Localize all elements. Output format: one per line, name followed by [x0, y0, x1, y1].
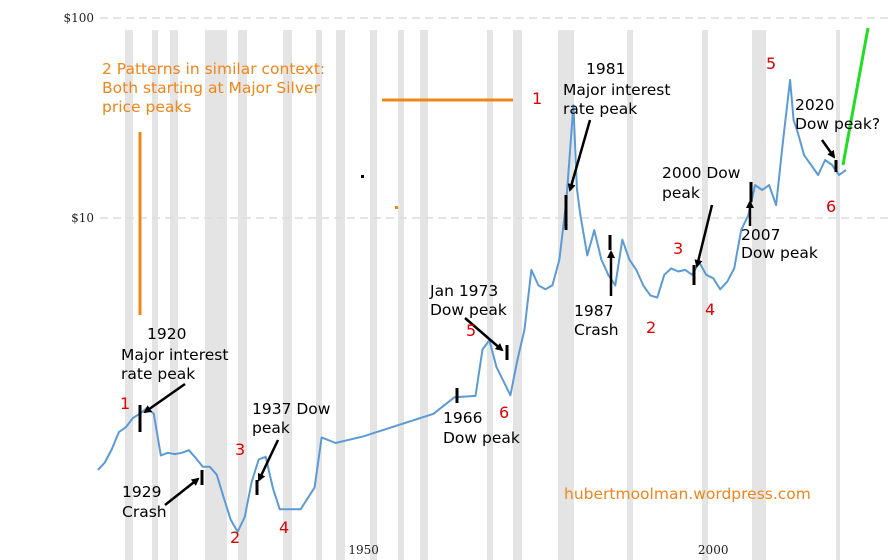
annotation: Dow peak?	[795, 115, 880, 133]
annotation: 1987	[574, 302, 613, 320]
annotation: Jan 1973	[429, 282, 498, 300]
annotation: 1937 Dow	[252, 400, 331, 418]
dot	[395, 206, 398, 209]
wave-label: 6	[826, 197, 836, 216]
arrows	[143, 119, 836, 506]
annotation: 2000 Dow	[662, 164, 741, 182]
annotation: Major interest	[121, 346, 228, 364]
annotation: 2020	[795, 96, 834, 114]
wave-label: 4	[705, 300, 715, 319]
y-tick-label: $100	[63, 11, 94, 25]
annotation: 1929	[122, 483, 161, 501]
annotation: Major interest	[563, 81, 670, 99]
x-tick-label: 2000	[698, 543, 729, 557]
wave-label: 6	[499, 403, 509, 422]
event-ticks	[138, 160, 838, 495]
wave-label: 3	[673, 239, 683, 258]
wave-label: 3	[235, 440, 245, 459]
annotation: Dow peak	[443, 429, 520, 447]
annotation: peak	[662, 184, 700, 202]
wave-label: 5	[766, 54, 776, 73]
annotation: 2007	[741, 226, 780, 244]
wave-label: 5	[466, 321, 476, 340]
wave-label: 4	[279, 518, 289, 537]
grid	[100, 17, 888, 219]
annotation: peak	[252, 419, 290, 437]
dot	[361, 175, 364, 178]
annotation: 1920	[147, 325, 186, 343]
wave-label: 1	[120, 394, 130, 413]
shaded-periods	[125, 30, 840, 560]
note: price peaks	[102, 98, 191, 116]
annotation: 1966	[443, 409, 482, 427]
annotation: rate peak	[121, 365, 195, 383]
note: Both starting at Major Silver	[102, 79, 321, 97]
x-tick-label: 1950	[348, 543, 379, 557]
wave-label: 1	[532, 89, 542, 108]
projection-line	[841, 27, 870, 166]
annotation: Crash	[574, 321, 619, 339]
annotation: rate peak	[563, 100, 637, 118]
annotation: Dow peak	[741, 244, 818, 262]
credit: hubertmoolman.wordpress.com	[564, 485, 811, 503]
wave-label: 2	[646, 318, 656, 337]
annotation: Dow peak	[430, 301, 507, 319]
annotation: 1981	[586, 60, 625, 78]
note: 2 Patterns in similar context:	[102, 60, 325, 78]
wave-label: 2	[230, 528, 240, 547]
y-tick-label: $10	[71, 211, 94, 225]
annotation: Crash	[122, 503, 167, 521]
